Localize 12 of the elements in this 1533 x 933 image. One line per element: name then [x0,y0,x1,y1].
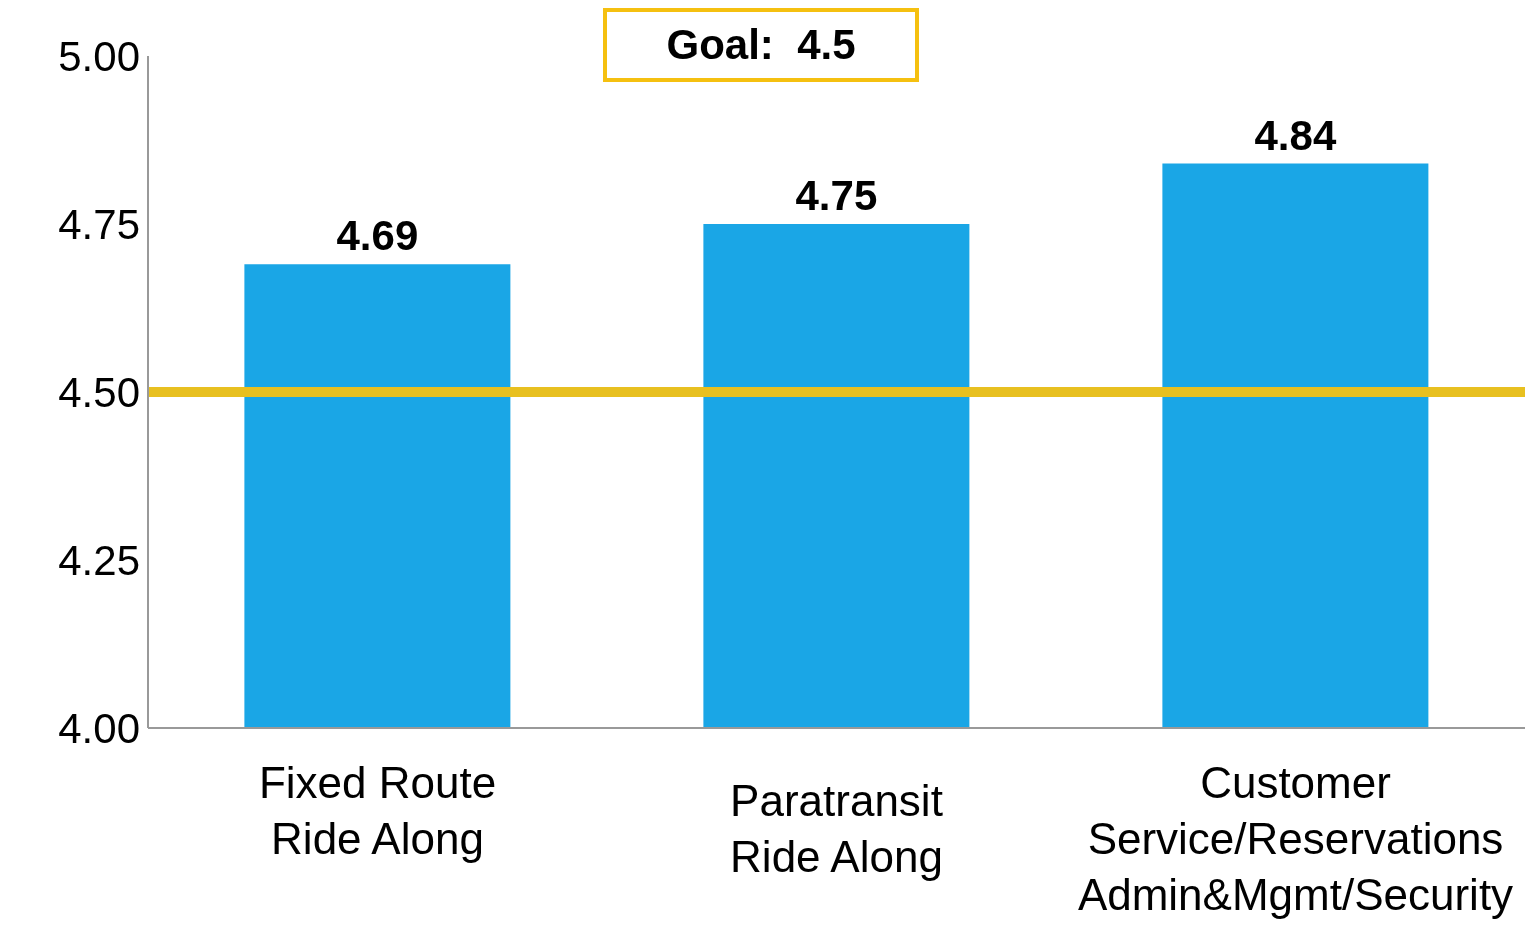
y-tick-label: 4.25 [58,536,140,584]
data-label: 4.84 [1254,111,1337,159]
y-tick-label: 4.75 [58,200,140,248]
y-tick-label: 4.50 [58,368,140,416]
y-tick-label: 4.00 [58,704,140,752]
x-tick-label: Customer Service/Reservations Admin&Mgmt/Security [1077,758,1514,919]
data-label: 4.69 [336,212,419,260]
y-tick-label: 5.00 [58,32,140,80]
x-tick-label: Paratransit Ride Along [730,776,943,881]
x-tick-label: Fixed Route Ride Along [258,758,497,863]
annotation: Goal: 4.5 [603,8,919,82]
data-label: 4.75 [795,172,878,219]
